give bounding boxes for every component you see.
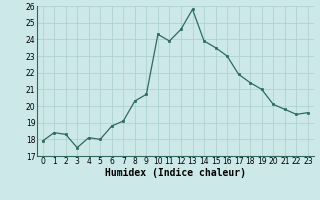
X-axis label: Humidex (Indice chaleur): Humidex (Indice chaleur)	[105, 168, 246, 178]
